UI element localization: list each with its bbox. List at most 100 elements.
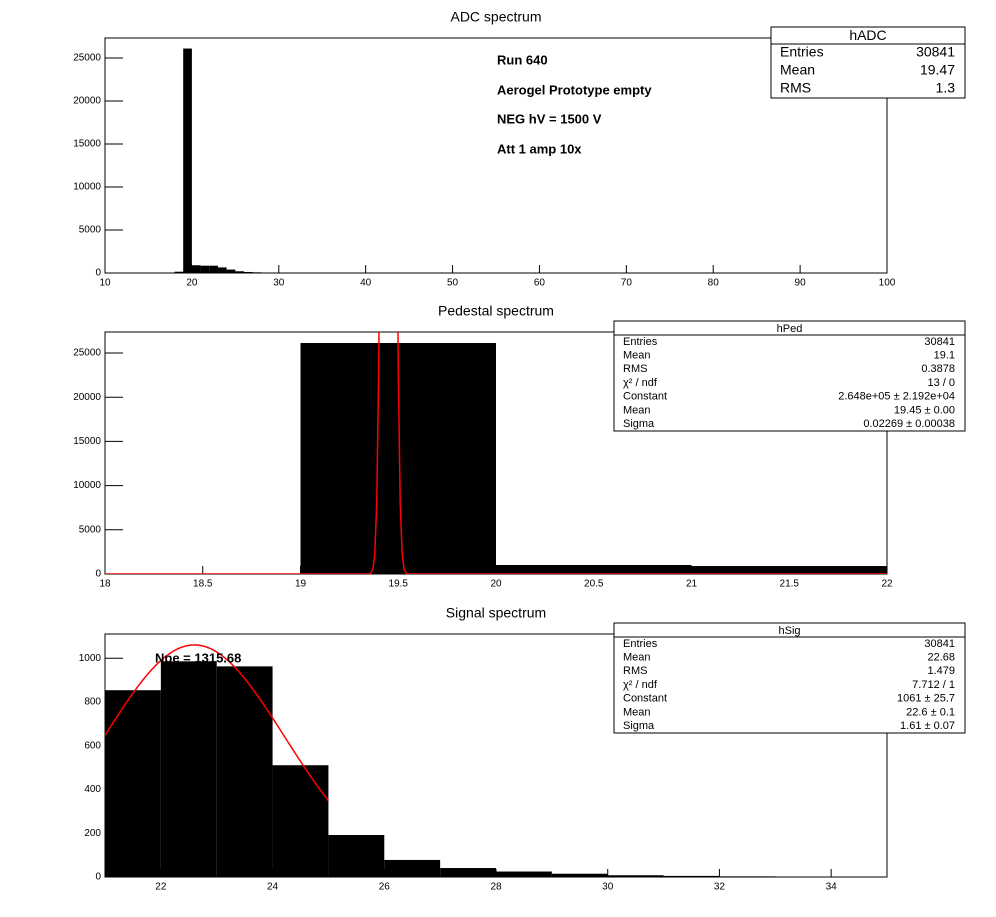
stats-value: 30841 <box>916 44 955 60</box>
y-tick-label: 15000 <box>73 436 101 447</box>
bar <box>191 265 201 273</box>
bar <box>217 267 227 273</box>
stats-value: 0.02269 ± 0.00038 <box>863 418 955 430</box>
stats-label: RMS <box>623 665 647 677</box>
annotation: Att 1 amp 10x <box>497 141 582 156</box>
stats-value: 7.712 / 1 <box>912 679 955 691</box>
stats-name: hPed <box>777 323 803 335</box>
y-tick-label: 10000 <box>73 182 101 193</box>
y-tick-label: 25000 <box>73 53 101 64</box>
stats-value: 13 / 0 <box>927 377 955 389</box>
stats-label: Sigma <box>623 418 655 430</box>
y-tick-label: 800 <box>84 697 101 708</box>
stats-label: Sigma <box>623 720 655 732</box>
x-tick-label: 30 <box>273 278 285 289</box>
stats-value: 30841 <box>924 638 955 650</box>
bar <box>272 765 329 877</box>
bar <box>105 690 161 877</box>
stats-name: hADC <box>849 27 886 43</box>
stats-value: 19.1 <box>934 349 955 361</box>
bar <box>235 271 245 273</box>
bar <box>200 265 210 273</box>
chart-title: ADC spectrum <box>450 9 541 25</box>
stats-box <box>613 320 966 432</box>
x-tick-label: 19 <box>295 579 307 590</box>
stats-label: χ² / ndf <box>623 377 658 389</box>
stats-label: Constant <box>623 391 667 403</box>
y-tick-label: 5000 <box>79 225 102 236</box>
bar <box>183 48 192 273</box>
stats-label: Entries <box>623 336 658 348</box>
stats-value: 2.648e+05 ± 2.192e+04 <box>838 391 955 403</box>
stats-value: 1.3 <box>936 80 956 96</box>
stats-value: 1061 ± 25.7 <box>897 693 955 705</box>
annotation: Aerogel Prototype empty <box>497 82 652 97</box>
y-tick-label: 20000 <box>73 392 101 403</box>
x-tick-label: 26 <box>379 882 391 893</box>
bar <box>496 871 552 877</box>
y-tick-label: 600 <box>84 740 101 751</box>
y-tick-label: 20000 <box>73 96 101 107</box>
x-tick-label: 18.5 <box>193 579 213 590</box>
bar <box>328 835 385 877</box>
y-tick-label: 15000 <box>73 139 101 150</box>
x-tick-label: 70 <box>621 278 633 289</box>
x-tick-label: 20 <box>186 278 198 289</box>
x-tick-label: 32 <box>714 882 726 893</box>
bar <box>663 875 720 877</box>
stats-label: Mean <box>623 349 651 361</box>
bar <box>226 269 236 273</box>
annotation: Run 640 <box>497 52 548 67</box>
y-tick-label: 25000 <box>73 348 101 359</box>
stats-box <box>613 622 966 734</box>
x-tick-label: 28 <box>490 882 502 893</box>
x-tick-label: 21 <box>686 579 698 590</box>
x-tick-label: 18 <box>99 579 111 590</box>
stats-box <box>770 26 966 99</box>
y-tick-label: 5000 <box>79 524 102 535</box>
x-tick-label: 10 <box>99 278 111 289</box>
annotation: Npe = 1315.68 <box>155 650 241 665</box>
stats-label: RMS <box>780 80 811 96</box>
x-tick-label: 90 <box>795 278 807 289</box>
x-tick-label: 20.5 <box>584 579 604 590</box>
fit-curve <box>105 644 330 802</box>
bar <box>244 271 253 273</box>
x-tick-label: 22 <box>881 579 893 590</box>
bar <box>216 666 273 877</box>
stats-value: 19.45 ± 0.00 <box>894 404 955 416</box>
chart-title: Pedestal spectrum <box>438 303 554 319</box>
frame <box>104 37 888 274</box>
y-tick-label: 0 <box>95 569 101 580</box>
x-tick-label: 30 <box>602 882 614 893</box>
stats-label: Constant <box>623 693 667 705</box>
y-tick-label: 0 <box>95 268 101 279</box>
stats-value: 1.61 ± 0.07 <box>900 720 955 732</box>
stats-value: 22.6 ± 0.1 <box>906 706 955 718</box>
stats-value: 0.3878 <box>921 363 955 375</box>
bar <box>209 265 218 273</box>
x-tick-label: 24 <box>267 882 279 893</box>
x-tick-label: 80 <box>708 278 720 289</box>
bar <box>607 875 664 877</box>
x-tick-label: 20 <box>490 579 502 590</box>
stats-label: Mean <box>623 706 651 718</box>
stats-label: RMS <box>623 363 647 375</box>
y-tick-label: 1000 <box>79 653 102 664</box>
x-tick-label: 34 <box>826 882 838 893</box>
x-tick-label: 40 <box>360 278 372 289</box>
stats-label: Mean <box>780 62 815 78</box>
x-tick-label: 50 <box>447 278 459 289</box>
stats-label: χ² / ndf <box>623 679 658 691</box>
y-tick-label: 10000 <box>73 480 101 491</box>
y-tick-label: 200 <box>84 828 101 839</box>
annotation: NEG hV = 1500 V <box>497 111 602 126</box>
bar <box>384 859 441 877</box>
chart-title: Signal spectrum <box>446 605 546 621</box>
stats-value: 1.479 <box>927 665 955 677</box>
x-tick-label: 100 <box>879 278 896 289</box>
x-tick-label: 22 <box>155 882 167 893</box>
bar <box>440 868 496 877</box>
